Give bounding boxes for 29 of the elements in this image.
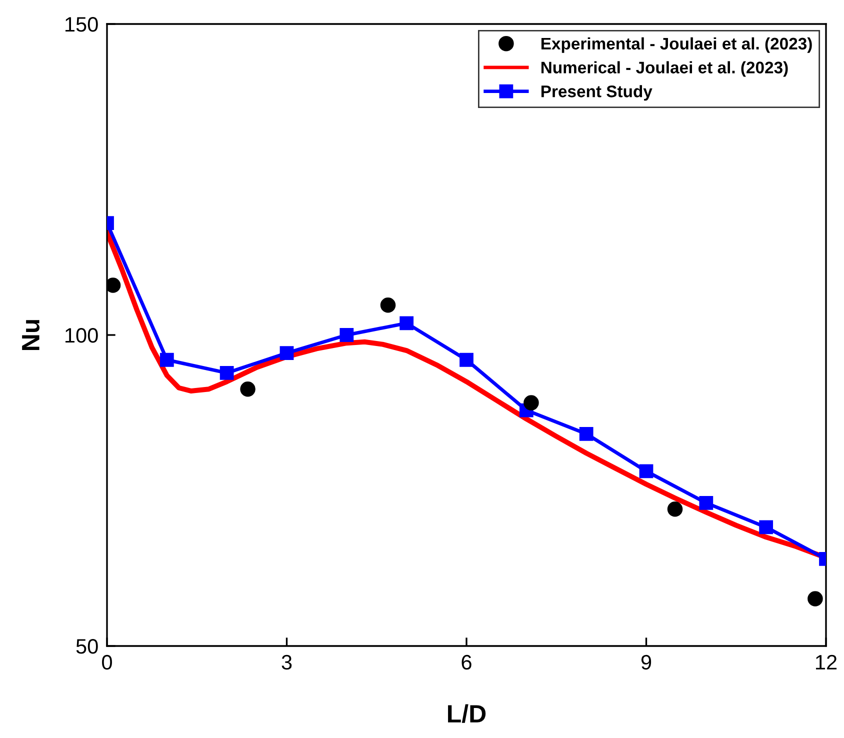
point — [759, 520, 774, 534]
point — [280, 346, 294, 360]
y-tick-label: 100 — [66, 328, 98, 343]
point — [699, 496, 714, 510]
legend-label: Present Study — [541, 85, 652, 101]
x-tick-label: 0 — [102, 654, 112, 670]
point — [240, 381, 256, 397]
x-tick-label: 12 — [816, 654, 837, 670]
point — [400, 316, 414, 330]
x-tick-label: 9 — [641, 654, 652, 670]
y-tick-label: 150 — [66, 17, 98, 32]
legend-label: Experimental - Joulaei et al. (2023) — [541, 37, 812, 53]
point — [380, 298, 396, 313]
x-tick-label: 6 — [462, 654, 472, 670]
point — [107, 278, 121, 293]
legend-label: Numerical - Joulaei et al. (2023) — [541, 61, 788, 77]
x-axis-title: L/D — [448, 704, 486, 723]
point — [160, 352, 174, 367]
x-tick-label: 3 — [282, 654, 292, 670]
point — [460, 352, 474, 367]
y-tick-label: 50 — [76, 639, 98, 654]
point — [808, 591, 823, 606]
point — [220, 366, 234, 380]
point — [667, 502, 683, 517]
point — [579, 426, 594, 441]
point — [340, 328, 354, 342]
point — [524, 395, 539, 410]
y-axis-title: Nu — [22, 320, 40, 350]
point — [639, 464, 654, 478]
